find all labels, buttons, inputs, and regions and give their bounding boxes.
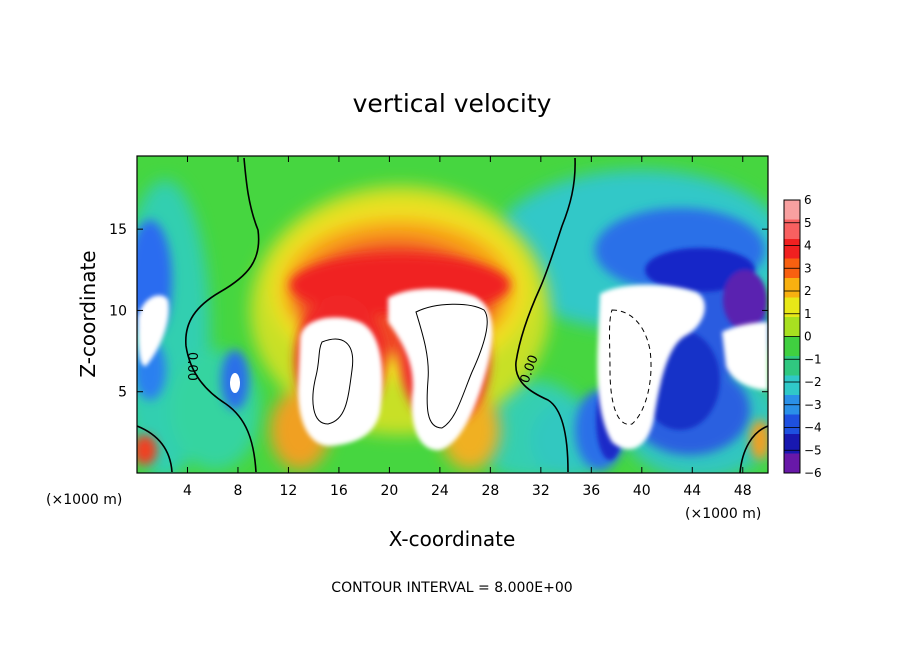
colorbar-swatch — [784, 239, 800, 259]
colorbar-label: 5 — [804, 216, 812, 230]
colorbar-label: −2 — [804, 375, 822, 389]
colorbar-label: −1 — [804, 352, 822, 366]
updraft-contour-left — [312, 338, 354, 425]
colorbar-swatch — [784, 414, 800, 435]
zero-contour-corner — [137, 425, 173, 473]
plot-frame — [136, 155, 769, 474]
y-axis-unit: (×1000 m) — [46, 492, 122, 508]
zero-contour-left — [185, 157, 260, 473]
x-tick-label: 36 — [582, 483, 600, 499]
x-tick-label: 40 — [633, 483, 651, 499]
colorbar-label: 4 — [804, 239, 812, 253]
x-tick-label: 44 — [683, 483, 701, 499]
colorbar-swatch — [784, 453, 800, 474]
colorbar-swatch — [784, 375, 800, 396]
y-axis-title: Z-coordinate — [76, 250, 100, 377]
contour-lines-thin — [312, 303, 652, 429]
colorbar-label: 1 — [804, 307, 812, 321]
x-tick-label: 8 — [233, 483, 242, 499]
colorbar-label: −6 — [804, 466, 822, 480]
y-tick-label: 5 — [118, 385, 127, 401]
colorbar-label: −4 — [804, 421, 822, 435]
zero-contour-bottom-right — [739, 425, 768, 473]
colorbar-label: 3 — [804, 261, 812, 275]
colorbar-swatch — [784, 278, 800, 298]
x-tick-label: 12 — [280, 483, 298, 499]
x-tick-label: 32 — [532, 483, 550, 499]
x-tick-label: 28 — [481, 483, 499, 499]
x-tick-label: 24 — [431, 483, 449, 499]
contour-interval-note: CONTOUR INTERVAL = 8.000E+00 — [331, 580, 572, 596]
colorbar-swatch — [784, 317, 800, 337]
colorbar-label: 2 — [804, 284, 812, 298]
colorbar-swatch — [784, 434, 800, 454]
colorbar: 6 5 4 3 2 1 0 −1 −2 −3 −4 −5 −6 — [783, 193, 822, 480]
colorbar-swatch — [784, 200, 800, 220]
contour-label-left: 0.00 — [184, 352, 199, 381]
cyan-eddy — [230, 373, 240, 393]
contour-lines — [137, 157, 768, 473]
y-axis: 5 10 15 — [109, 222, 768, 401]
colorbar-label: −5 — [804, 443, 822, 457]
x-axis-unit: (×1000 m) — [685, 506, 761, 522]
zero-contour-right — [515, 157, 576, 473]
downdraft-contour — [609, 309, 652, 425]
chart-title: vertical velocity — [353, 89, 552, 118]
x-axis: 4 8 12 16 20 24 28 32 36 40 44 48 — [183, 156, 752, 499]
heatmap-field — [137, 156, 768, 473]
colorbar-label: 0 — [804, 330, 812, 344]
colorbar-swatch — [784, 336, 800, 357]
x-tick-label: 20 — [380, 483, 398, 499]
y-tick-label: 15 — [109, 222, 127, 238]
colorbar-swatch — [784, 219, 800, 240]
x-tick-label: 4 — [183, 483, 192, 499]
colorbar-label: 6 — [804, 193, 812, 207]
updraft-contour-right — [415, 303, 488, 429]
x-axis-title: X-coordinate — [389, 527, 516, 551]
colorbar-label: −3 — [804, 398, 822, 412]
x-tick-label: 16 — [330, 483, 348, 499]
y-tick-label: 10 — [109, 303, 127, 319]
colorbar-swatch — [784, 297, 800, 318]
colorbar-swatch — [784, 356, 800, 376]
x-tick-label: 48 — [734, 483, 752, 499]
